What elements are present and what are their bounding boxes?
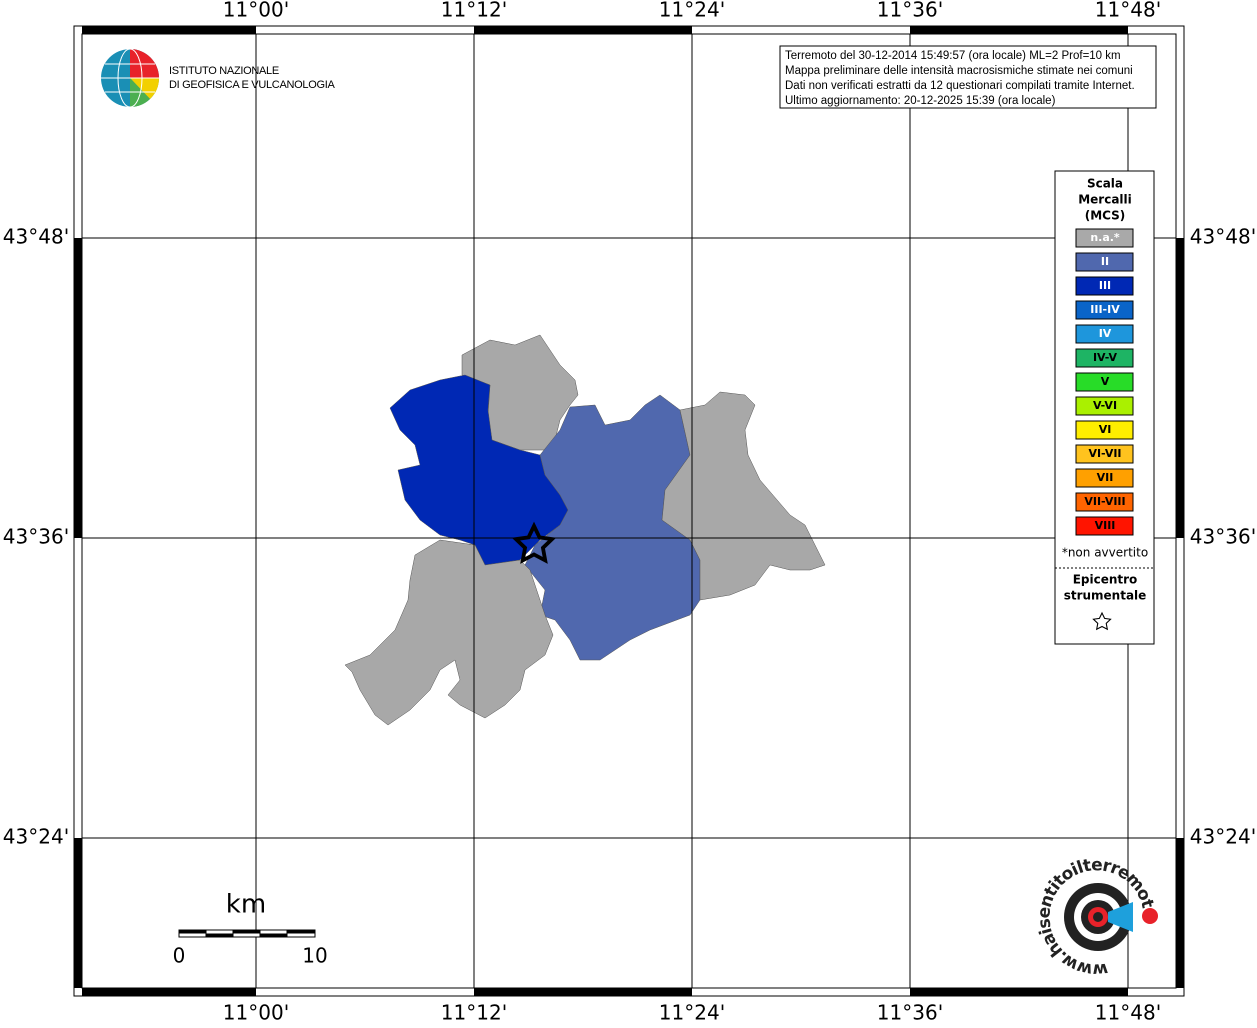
legend-swatch — [1075, 276, 1134, 296]
lon-label: 11°00' — [223, 0, 289, 22]
legend-swatch — [1075, 300, 1134, 320]
legend-swatch — [1075, 516, 1134, 536]
lat-label: 43°24' — [3, 825, 69, 849]
info-box — [779, 45, 1157, 109]
legend-label: n.a.* — [1090, 231, 1120, 244]
legend-swatch — [1075, 372, 1134, 392]
lon-label: 11°36' — [877, 0, 943, 22]
lat-label: 43°48' — [3, 225, 69, 249]
legend-epicenter: strumentale — [1064, 589, 1147, 603]
region — [661, 391, 826, 601]
legend-swatch — [1075, 324, 1134, 344]
legend-footnote: *non avvertito — [1062, 546, 1148, 560]
legend-label: VII-VIII — [1084, 495, 1125, 508]
scale-bar — [178, 929, 316, 938]
lon-label: 11°12' — [441, 1001, 507, 1025]
legend-label: II — [1101, 255, 1109, 268]
legend-label: III-IV — [1090, 303, 1120, 316]
lat-label: 43°36' — [3, 525, 69, 549]
legend-swatch — [1075, 252, 1134, 272]
legend-swatch — [1075, 228, 1134, 248]
info-line: Terremoto del 30-12-2014 15:49:57 (ora l… — [785, 50, 1121, 62]
lat-label: 43°36' — [1190, 525, 1256, 549]
haisentito-logo — [1064, 883, 1158, 951]
info-line: Ultimo aggiornamento: 20-12-2025 15:39 (… — [785, 95, 1056, 107]
info-line: Mappa preliminare delle intensità macros… — [785, 65, 1133, 77]
lat-label: 43°48' — [1190, 225, 1256, 249]
logo-text: ISTITUTO NAZIONALE — [169, 65, 279, 77]
lon-label: 11°48' — [1095, 0, 1161, 22]
region — [389, 374, 569, 566]
region — [461, 334, 579, 451]
legend-title: (MCS) — [1085, 209, 1126, 223]
lat-label: 43°24' — [1190, 825, 1256, 849]
lon-label: 11°36' — [877, 1001, 943, 1025]
legend-epicenter: Epicentro — [1073, 573, 1138, 587]
scale-tick-label: 10 — [302, 944, 327, 968]
scale-unit: km — [226, 890, 266, 920]
lon-label: 11°24' — [659, 1001, 725, 1025]
legend-star — [1092, 611, 1112, 631]
lon-label: 11°12' — [441, 0, 507, 22]
legend-title: Mercalli — [1078, 193, 1132, 207]
lon-label: 11°48' — [1095, 1001, 1161, 1025]
legend-label: VII — [1097, 471, 1114, 484]
legend-swatch — [1075, 468, 1134, 488]
legend-label: VI-VII — [1088, 447, 1121, 460]
region — [344, 539, 554, 726]
legend-swatch — [1075, 444, 1134, 464]
legend-label: III — [1099, 279, 1111, 292]
legend-swatch — [1075, 420, 1134, 440]
legend-swatch — [1075, 396, 1134, 416]
legend-swatch — [1075, 492, 1134, 512]
regions — [344, 334, 826, 726]
legend-label: IV-V — [1093, 351, 1118, 364]
legend-title: Scala — [1087, 177, 1123, 191]
info-line: Dati non verificati estratti da 12 quest… — [785, 80, 1135, 92]
scale-tick-label: 0 — [173, 944, 186, 968]
legend-label: VIII — [1095, 519, 1116, 532]
legend-swatch — [1075, 348, 1134, 368]
lon-label: 11°00' — [223, 1001, 289, 1025]
legend-label: V-VI — [1093, 399, 1117, 412]
legend-label: VI — [1099, 423, 1112, 436]
region — [524, 394, 701, 661]
epicenter-star — [511, 521, 557, 564]
legend-label: IV — [1099, 327, 1112, 340]
frame-ticks — [74, 26, 1184, 996]
legend-label: V — [1101, 375, 1110, 388]
logo-text: DI GEOFISICA E VULCANOLOGIA — [169, 79, 335, 91]
lon-label: 11°24' — [659, 0, 725, 22]
ingv-logo — [101, 48, 159, 108]
